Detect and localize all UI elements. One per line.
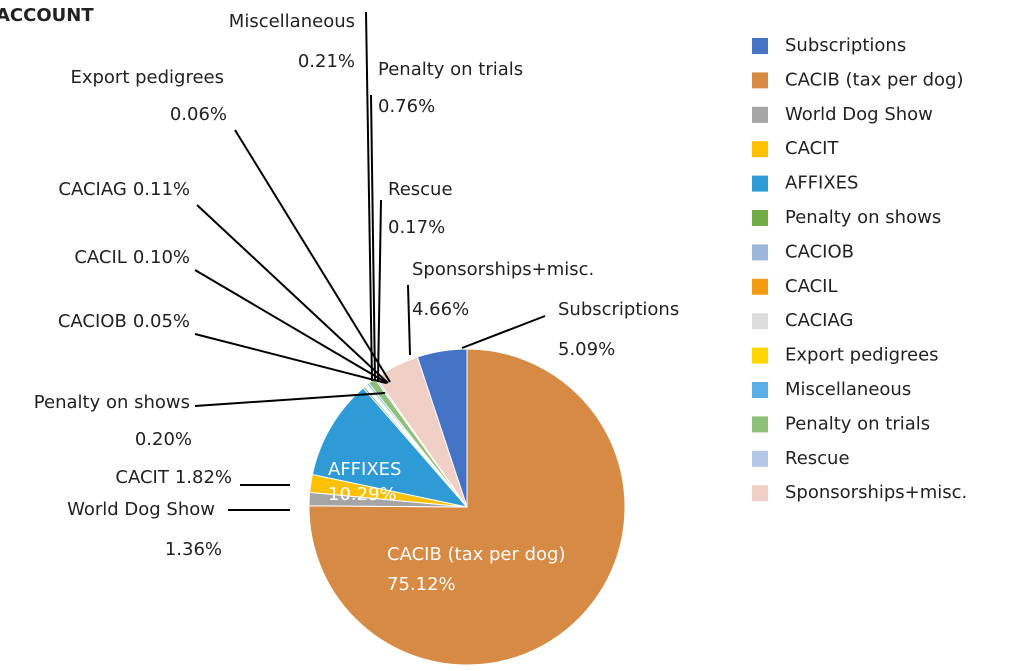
- data-label-name: CACIB (tax per dog): [387, 544, 566, 565]
- legend-swatch: [752, 244, 768, 261]
- data-label-value: 0.76%: [378, 96, 435, 117]
- legend-swatch: [752, 416, 768, 433]
- legend-label: Sponsorships+misc.: [785, 482, 967, 503]
- leader-line: [370, 94, 376, 382]
- legend-label: CACIL: [785, 276, 837, 297]
- data-label-value: 0.05%: [133, 311, 190, 332]
- leader-line: [196, 204, 389, 384]
- data-label-name: Miscellaneous: [229, 11, 355, 32]
- legend-swatch: [752, 382, 768, 398]
- leader-line: [234, 129, 391, 383]
- data-label-name: AFFIXES: [328, 459, 401, 480]
- data-label-name: Export pedigrees: [70, 67, 224, 88]
- legend-label: Penalty on shows: [785, 207, 941, 228]
- data-label-value: 1.36%: [165, 539, 222, 560]
- legend-label: Rescue: [785, 448, 850, 469]
- legend-label: CACIAG: [785, 310, 853, 331]
- data-label: CACIAG 0.11%: [58, 179, 190, 200]
- data-label-name: Rescue: [388, 179, 453, 200]
- data-label-value: 10.29%: [328, 484, 397, 505]
- legend-swatch: [752, 141, 768, 158]
- data-label-name: Sponsorships+misc.: [412, 259, 594, 280]
- data-label-name: CACIOB: [58, 311, 127, 332]
- data-label-value: 1.82%: [175, 467, 232, 488]
- leader-line: [194, 333, 387, 384]
- data-label-name: Subscriptions: [558, 299, 679, 320]
- legend-swatch: [752, 485, 768, 502]
- data-label: CACIOB 0.05%: [58, 311, 190, 332]
- data-label-value: 75.12%: [387, 574, 456, 595]
- data-label-value: 0.21%: [298, 51, 355, 72]
- legend-label: World Dog Show: [785, 104, 933, 125]
- pie-slice: [311, 387, 469, 508]
- data-label: CACIL 0.10%: [74, 247, 190, 268]
- legend-label: Subscriptions: [785, 35, 906, 56]
- legend-swatch: [752, 347, 768, 364]
- data-label-name: Penalty on shows: [34, 392, 190, 413]
- data-label-value: 0.11%: [133, 179, 190, 200]
- data-label-name: CACIT: [115, 467, 169, 488]
- data-label-name: Penalty on trials: [378, 59, 523, 80]
- data-label-name: CACIAG: [58, 179, 126, 200]
- pie-slice: [308, 348, 626, 666]
- legend-label: CACIOB: [785, 241, 854, 262]
- legend-label: Miscellaneous: [785, 379, 911, 400]
- leader-line: [365, 11, 373, 382]
- data-label-value: 5.09%: [558, 339, 615, 360]
- data-label-name: CACIL: [74, 247, 126, 268]
- data-label-value: 0.17%: [388, 217, 445, 238]
- legend-swatch: [752, 313, 768, 330]
- data-label-value: 0.06%: [170, 104, 227, 125]
- legend-swatch: [752, 175, 768, 192]
- leader-line: [194, 269, 388, 384]
- legend-label: Export pedigrees: [785, 345, 939, 366]
- legend-label: Penalty on trials: [785, 413, 930, 434]
- data-label-value: 4.66%: [412, 299, 469, 320]
- legend-swatch: [752, 210, 768, 226]
- legend-swatch: [752, 72, 768, 89]
- chart-title: ACCOUNT: [0, 5, 94, 26]
- leader-line: [194, 392, 386, 407]
- data-label: CACIT 1.82%: [115, 467, 232, 488]
- data-label-value: 0.10%: [133, 247, 190, 268]
- legend-swatch: [752, 106, 768, 123]
- legend-swatch: [752, 450, 768, 467]
- legend-label: CACIB (tax per dog): [785, 69, 964, 90]
- leader-line: [461, 315, 546, 349]
- legend-label: CACIT: [785, 138, 839, 159]
- leader-line: [377, 199, 382, 382]
- legend-swatch: [752, 38, 768, 54]
- data-label-value: 0.20%: [135, 429, 192, 450]
- legend-label: AFFIXES: [785, 173, 858, 194]
- data-label-name: World Dog Show: [67, 499, 215, 520]
- leader-line: [407, 284, 411, 356]
- legend-swatch: [752, 278, 768, 295]
